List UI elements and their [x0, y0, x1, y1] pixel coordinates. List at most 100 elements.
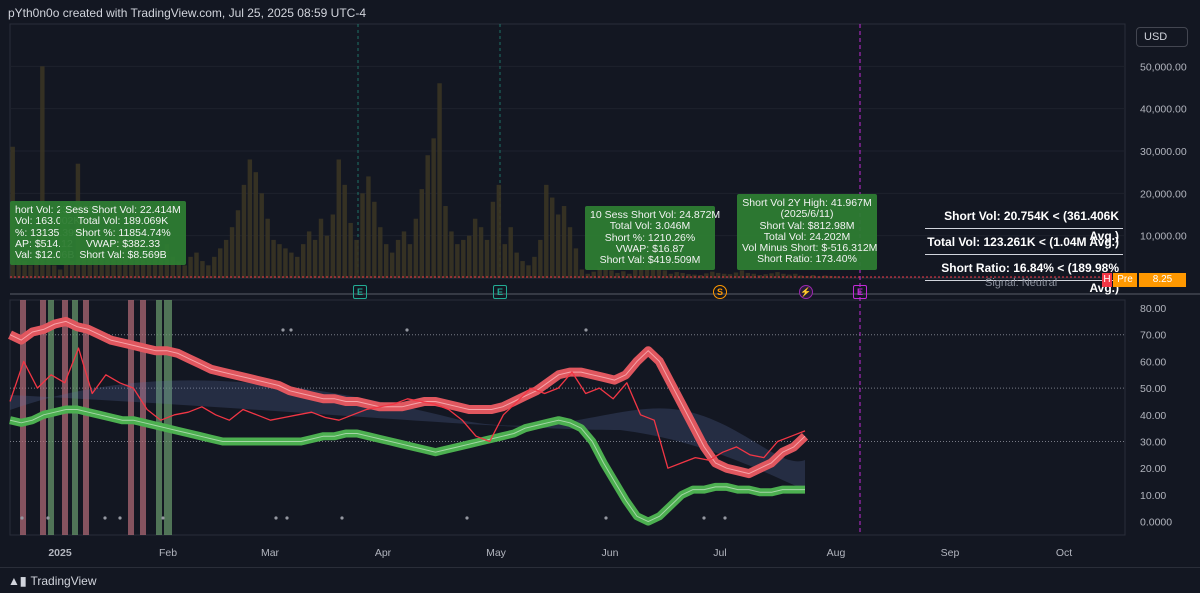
volume-bar: [229, 227, 235, 278]
oscillator-tick-label: 80.00: [1140, 303, 1166, 315]
volume-bar: [247, 159, 253, 278]
volume-bar: [822, 275, 828, 278]
cloud-area: [10, 380, 805, 490]
volume-bar: [348, 222, 353, 278]
tooltip-4: Short Vol 2Y High: 41.967M (2025/6/11) Sho…: [737, 194, 877, 270]
upper-band-edge: [9, 320, 806, 475]
signal-dot: [702, 516, 706, 520]
volume-bar: [674, 272, 679, 278]
volume-bar: [218, 248, 223, 278]
short-ratio-line: [9, 347, 806, 469]
volume-bar: [710, 271, 715, 278]
signal-label: Signal: Neutral: [985, 277, 1058, 289]
volume-bar: [200, 261, 205, 278]
volume-bar: [22, 261, 27, 278]
volume-bar: [579, 269, 585, 278]
footer-bar: ▲▮ TradingView: [0, 567, 1200, 593]
signal-dot: [465, 516, 469, 520]
tradingview-logo[interactable]: ▲▮ TradingView: [8, 574, 97, 588]
tooltip-line: Vol: 163.002K: [15, 215, 81, 228]
volume-bar: [609, 270, 614, 278]
volume-tick-label: 10,000.00: [1140, 231, 1187, 243]
volume-bar: [301, 244, 306, 278]
tooltip-line: Short Val: $8.569B: [79, 249, 167, 262]
pre-tag: Pre: [1113, 273, 1137, 287]
tooltip-2: Sess Short Vol: 22.414M Total Vol: 189.06…: [60, 201, 186, 266]
volume-bar: [502, 244, 507, 278]
signal-dot: [46, 516, 50, 520]
volume-bar: [763, 274, 768, 278]
tooltip-line: Short Vol 2Y High: 41.967M: [742, 197, 872, 209]
oscillator-tick-label: 0.0000: [1140, 517, 1172, 529]
volume-bar: [330, 214, 336, 278]
volume-bar: [704, 273, 709, 278]
earnings-icon[interactable]: E: [493, 285, 507, 299]
volume-bar: [413, 218, 419, 278]
split-icon[interactable]: S: [713, 285, 727, 299]
lightning-icon[interactable]: ⚡: [799, 285, 813, 299]
signal-dot: [289, 328, 293, 332]
stat-short-vol: Short Vol: 20.754K < (361.406K Avg.): [925, 206, 1123, 243]
volume-bar: [57, 269, 63, 278]
volume-bar: [751, 273, 756, 278]
volume-bar: [16, 252, 21, 278]
volume-bar: [799, 275, 804, 278]
currency-selector[interactable]: USD: [1136, 27, 1188, 47]
volume-bar: [532, 256, 537, 278]
volume-bar: [727, 274, 733, 278]
chart-canvas[interactable]: 50,000.00 40,000.00 30,000.00 20,000.00 10,0…: [0, 0, 1200, 567]
tooltip-3: 10 Sess Short Vol: 24.872M Total Vol: 3.0…: [585, 206, 720, 271]
volume-bar: [680, 272, 685, 278]
oscillator-tick-label: 70.00: [1140, 330, 1166, 342]
volume-bar: [194, 252, 199, 278]
oscillator-tick-label: 40.00: [1140, 410, 1166, 422]
volume-bar: [312, 239, 318, 278]
volume-bar: [455, 244, 460, 278]
volume-bar: [496, 184, 502, 278]
earnings-icon[interactable]: E: [853, 285, 867, 299]
oscillator-tick-label: 50.00: [1140, 383, 1166, 395]
volume-bar: [561, 206, 567, 278]
volume-bar: [668, 273, 673, 278]
tooltip-line: VWAP: $382.33: [85, 237, 161, 250]
volume-bar: [573, 248, 579, 278]
volume-bar: [283, 248, 288, 278]
pre-market-label: H Pre 8.25: [1102, 273, 1186, 287]
volume-bar: [472, 218, 478, 278]
volume-bar: [354, 239, 359, 278]
x-tick-label: Mar: [261, 547, 280, 559]
volume-bar: [360, 193, 365, 278]
volume-bar: [158, 252, 164, 278]
x-tick-label: Sep: [941, 547, 960, 559]
volume-bar: [443, 206, 448, 278]
x-tick-label: Aug: [827, 547, 846, 559]
volume-bar: [182, 265, 187, 278]
signal-highlight-column: [72, 300, 78, 535]
tooltip-line: hort Vol: 23.465M: [15, 204, 98, 216]
volume-bar: [28, 265, 33, 278]
volume-bar: [437, 83, 442, 279]
volume-bar: [627, 273, 632, 278]
earnings-icon[interactable]: E: [353, 285, 367, 299]
volume-bar: [146, 252, 152, 278]
volume-bar: [81, 256, 87, 278]
volume-bar: [745, 272, 751, 278]
volume-bar: [461, 239, 466, 278]
header-bar: pYth0n0o created with TradingView.com, J…: [0, 0, 1200, 24]
pre-h: H: [1102, 273, 1112, 287]
signal-dot: [20, 516, 24, 520]
x-tick-label: Feb: [159, 547, 177, 559]
volume-bar: [585, 273, 590, 278]
volume-bar: [223, 239, 229, 278]
volume-bar: [241, 184, 247, 278]
volume-bar: [324, 235, 330, 278]
volume-bar: [739, 270, 745, 278]
signal-dot: [584, 328, 588, 332]
volume-bar: [52, 265, 57, 278]
volume-bar: [538, 239, 543, 278]
signal-dot: [161, 516, 165, 520]
volume-bar: [603, 269, 608, 278]
volume-bar: [235, 210, 241, 278]
volume-bar: [514, 252, 519, 278]
